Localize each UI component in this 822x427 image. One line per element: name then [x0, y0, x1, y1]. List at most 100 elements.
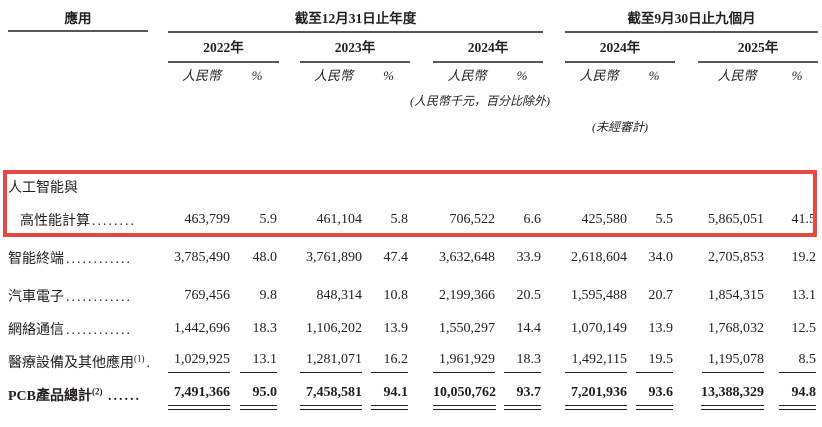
percent-value-cell: 5.9 — [235, 203, 279, 237]
rmb-value-cell: 3,632,648 — [433, 237, 501, 279]
spacer-cell — [279, 379, 300, 423]
currency-label: 人民幣 — [717, 68, 757, 83]
header-unaudited-row: (未經審計) — [0, 111, 818, 137]
currency-label: 人民幣 — [313, 68, 353, 83]
spacer-cell — [675, 62, 698, 88]
percent-value: 13.1 — [791, 287, 817, 303]
spacer-cell — [543, 88, 818, 111]
spacer-cell — [675, 379, 698, 423]
rmb-value-cell: 1,768,032 — [698, 312, 776, 345]
rmb-value-cell: 463,799 — [168, 203, 235, 237]
rmb-value-cell: 7,201,936 — [565, 379, 633, 423]
rmb-value: 425,580 — [581, 212, 628, 227]
percent-value-cell: 13.1 — [776, 279, 818, 312]
percent-value: 34.0 — [648, 250, 674, 265]
percent-value: 5.9 — [259, 212, 278, 227]
currency-label: 人民幣 — [447, 68, 487, 83]
year-2022: 2022年 — [168, 32, 279, 63]
rmb-value-cell: 1,595,488 — [565, 279, 633, 312]
spacer-cell — [0, 32, 168, 62]
header-group-row: 應用 截至12月31日止年度 截至9月30日止九個月 — [0, 0, 819, 33]
currency-label: 人民幣 — [181, 68, 221, 83]
spacer-cell — [543, 32, 565, 62]
rmb-value: 2,705,853 — [708, 250, 764, 265]
percent-value-cell: 20.5 — [501, 279, 543, 312]
table-row: 智能終端............ 3,785,490 48.0 3,761,890 47… — [0, 237, 818, 279]
rmb-value-cell: 1,106,202 — [300, 312, 367, 345]
rmb-value: 1,768,032 — [708, 320, 764, 336]
row-label-text: 智能終端 — [8, 252, 64, 267]
percent-value: 94.8 — [779, 385, 817, 410]
percent-value: 93.7 — [504, 385, 541, 410]
year-2024-nine-months: 2024年 — [565, 32, 675, 63]
rmb-value-cell: 5,865,051 — [698, 203, 776, 237]
spacer-cell — [543, 0, 565, 32]
spacer-cell — [543, 203, 565, 237]
row-label: 高性能計算........ — [0, 203, 168, 237]
spacer-cell — [543, 62, 565, 88]
spacer-cell — [543, 379, 565, 423]
spacer-cell — [168, 171, 818, 203]
percent-value-cell: 10.8 — [367, 279, 410, 312]
year-2024: 2024年 — [433, 32, 543, 63]
rmb-value: 1,442,696 — [174, 320, 230, 336]
rmb-value-cell: 7,491,366 — [168, 379, 235, 423]
percent-value-cell: 6.6 — [501, 203, 543, 237]
percent-value: 16.2 — [371, 352, 408, 373]
rmb-value: 7,491,366 — [168, 385, 230, 410]
percent-value: 41.5 — [791, 212, 817, 227]
table-row: 高性能計算........ 463,799 5.9 461,104 5.8 706,522… — [0, 203, 818, 237]
currency-label: 人民幣 — [579, 68, 619, 83]
row-label-text: PCB產品總計 — [8, 389, 92, 404]
spacer-cell — [543, 279, 565, 312]
footnote-marker: (1) — [134, 353, 145, 364]
rmb-value-cell: 706,522 — [433, 203, 501, 237]
rmb-value: 769,456 — [184, 287, 231, 303]
rmb-value-cell: 1,195,078 — [698, 345, 776, 379]
percent-value-cell: 5.5 — [633, 203, 675, 237]
row-label-text: 醫療設備及其他應用 — [8, 356, 134, 371]
dot-leader: ............ — [66, 252, 132, 267]
spacer-cell — [0, 88, 410, 111]
percent-value: 93.6 — [636, 385, 673, 410]
percent-value: 12.5 — [791, 320, 817, 336]
percent-value-cell: 13.9 — [367, 312, 410, 345]
spacer-cell — [279, 345, 300, 379]
table-row: 醫療設備及其他應用(1). 1,029,925 13.1 1,281,071 16.2 1… — [0, 345, 818, 379]
percent-value-cell: 93.6 — [633, 379, 675, 423]
percent-value: 10.8 — [383, 287, 409, 303]
spacer-cell — [675, 279, 698, 312]
spacer-cell — [410, 345, 433, 379]
spacer-cell — [410, 379, 433, 423]
percent-value: 5.8 — [390, 212, 409, 227]
table-row: 網絡通信............ 1,442,696 18.3 1,106,202 13… — [0, 312, 818, 345]
percent-value: 19.2 — [791, 250, 817, 265]
app-column-label: 應用 — [8, 0, 148, 32]
row-label: 網絡通信............ — [0, 312, 168, 345]
period-group-nine-months: 截至9月30日止九個月 — [565, 0, 819, 33]
percent-value: 9.8 — [259, 287, 278, 303]
spacer-cell — [675, 312, 698, 345]
percent-value: 33.9 — [516, 250, 542, 265]
rmb-value: 3,785,490 — [174, 250, 230, 265]
percent-value: 8.5 — [779, 352, 817, 373]
rmb-value: 706,522 — [449, 212, 496, 227]
rmb-value-cell: 425,580 — [565, 203, 633, 237]
footnote-marker: (2) — [92, 386, 103, 397]
spacer-cell — [410, 62, 433, 88]
spacer-cell — [410, 279, 433, 312]
rmb-value-cell: 3,785,490 — [168, 237, 235, 279]
table-row: 汽車電子............ 769,456 9.8 848,314 10.8 2,1… — [0, 279, 818, 312]
rmb-value: 1,195,078 — [702, 352, 764, 373]
rmb-value: 2,618,604 — [571, 250, 627, 265]
percent-label: % — [251, 68, 263, 83]
year-2025-nine-months: 2025年 — [698, 32, 819, 63]
row-label-text: 網絡通信 — [8, 322, 64, 338]
percent-value-cell: 95.0 — [235, 379, 279, 423]
spacer-cell — [410, 32, 433, 62]
dot-leader: ........ — [92, 214, 136, 229]
spacer-cell — [279, 32, 300, 62]
spacer-cell — [410, 237, 433, 279]
